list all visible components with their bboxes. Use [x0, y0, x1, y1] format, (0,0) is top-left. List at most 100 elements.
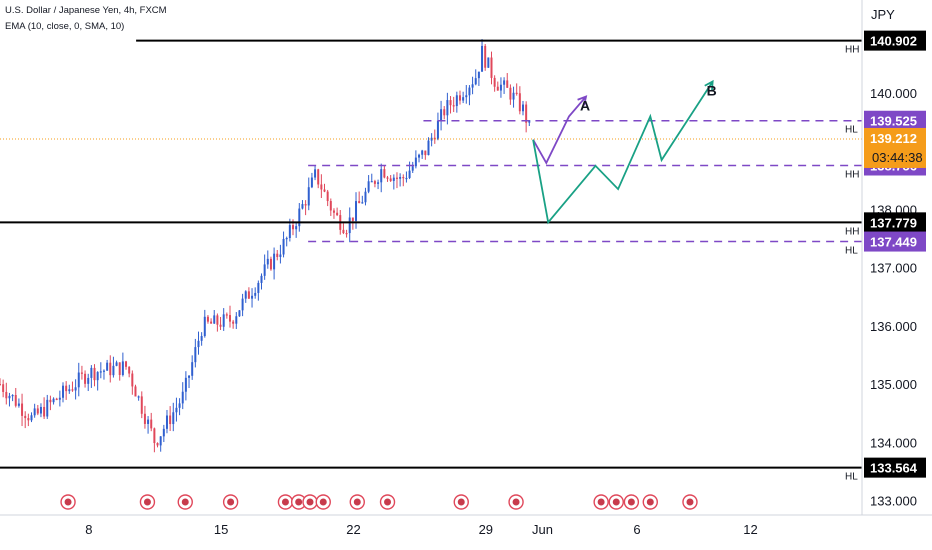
candle-body — [260, 275, 263, 283]
symbol-title: U.S. Dollar / Japanese Yen, 4h, FXCM — [5, 5, 167, 16]
candle-body — [109, 362, 112, 376]
x-tick-label: 29 — [479, 522, 493, 537]
candle-body — [336, 212, 339, 216]
levels-layer: HH HL HH HH HL HL — [0, 39, 862, 483]
indicator-legend: EMA (10, close, 0, SMA, 10) — [5, 21, 125, 32]
price-tag-label: 139.525 — [870, 114, 917, 129]
candle-body — [263, 264, 266, 276]
x-tick-label: 15 — [214, 522, 228, 537]
level-note: HL — [845, 125, 858, 136]
candle-body — [317, 169, 320, 185]
flag-icon — [64, 498, 72, 506]
level-note: HL — [845, 472, 858, 483]
candle-body — [197, 340, 200, 348]
candle-body — [251, 295, 254, 299]
candle-body — [392, 177, 395, 181]
candle-body — [389, 178, 392, 181]
candle-body — [134, 386, 137, 397]
candle-body — [96, 372, 99, 381]
candle-body — [21, 403, 24, 416]
y-tick-label: 133.000 — [870, 493, 917, 508]
candle-body — [147, 419, 150, 424]
candle-body — [30, 415, 33, 421]
candle-body — [210, 321, 213, 324]
candle-body — [499, 84, 502, 91]
candle-body — [213, 315, 216, 324]
candle-body — [518, 93, 521, 112]
candle-body — [487, 57, 490, 68]
candle-body — [106, 362, 109, 371]
candle-body — [515, 92, 518, 94]
price-tag — [864, 231, 926, 252]
candle-body — [36, 408, 39, 414]
candle-body — [288, 225, 291, 239]
candle-body — [125, 361, 128, 367]
candle-body — [295, 226, 298, 230]
time-axis[interactable]: 8 15 22 29 Jun 6 12 — [85, 522, 757, 537]
candle-body — [58, 397, 61, 400]
candle-body — [355, 201, 358, 221]
candle-body — [194, 347, 197, 363]
candle-body — [68, 389, 71, 392]
y-tick-label: 140.000 — [870, 86, 917, 101]
candle-body — [175, 407, 178, 413]
candle-body — [71, 389, 74, 391]
candle-body — [266, 258, 269, 265]
price-tag-label: 133.564 — [870, 461, 918, 476]
candle-body — [17, 403, 20, 406]
candle-body — [52, 398, 55, 403]
candle-body — [137, 396, 140, 398]
candle-body — [304, 204, 307, 206]
candle-body — [273, 253, 276, 270]
y-tick-label: 137.000 — [870, 261, 917, 276]
candle-body — [188, 375, 191, 378]
flag-icon — [384, 498, 392, 506]
candle-body — [232, 321, 235, 324]
candle-body — [380, 169, 383, 183]
scenario-path-a[interactable] — [532, 96, 587, 165]
candle-body — [143, 413, 146, 424]
candle-body — [65, 385, 68, 392]
flag-icon — [612, 498, 620, 506]
candle-body — [93, 367, 96, 381]
price-tag-label: 137.779 — [870, 215, 917, 230]
candle-body — [468, 87, 471, 96]
candle-body — [471, 84, 474, 88]
countdown-label: 03:44:38 — [872, 150, 923, 165]
candle-body — [244, 291, 247, 299]
price-axis[interactable]: JPY 133.000 134.000 135.000 136.000 137.000 13… — [870, 7, 917, 508]
candle-body — [49, 399, 52, 403]
candle-body — [241, 298, 244, 311]
flag-icon — [597, 498, 605, 506]
scenario-label-a: A — [580, 98, 590, 114]
flag-icon — [512, 498, 520, 506]
candle-body — [27, 418, 30, 421]
candle-body — [358, 201, 361, 204]
candle-body — [55, 398, 58, 400]
candle-body — [228, 315, 231, 322]
candle-body — [452, 105, 455, 107]
flag-icon — [306, 498, 314, 506]
candle-body — [159, 436, 162, 446]
candle-body — [80, 372, 83, 374]
x-tick-label: 12 — [743, 522, 757, 537]
candle-body — [140, 396, 143, 414]
level-note: HH — [845, 226, 859, 237]
currency-label: JPY — [871, 7, 895, 22]
candle-body — [235, 316, 238, 324]
candle-body — [62, 385, 65, 398]
price-tag — [864, 212, 926, 233]
candle-body — [364, 191, 367, 203]
flag-icon — [457, 498, 465, 506]
scenario-path-b[interactable] — [532, 81, 714, 225]
x-tick-label: 6 — [633, 522, 640, 537]
candle-body — [87, 377, 90, 384]
candle-body — [178, 403, 181, 408]
current-price-label: 139.212 — [870, 131, 917, 146]
candle-body — [424, 150, 427, 156]
candle-body — [112, 365, 115, 376]
candle-body — [115, 362, 118, 366]
candle-body — [102, 370, 105, 372]
candle-body — [2, 384, 5, 392]
